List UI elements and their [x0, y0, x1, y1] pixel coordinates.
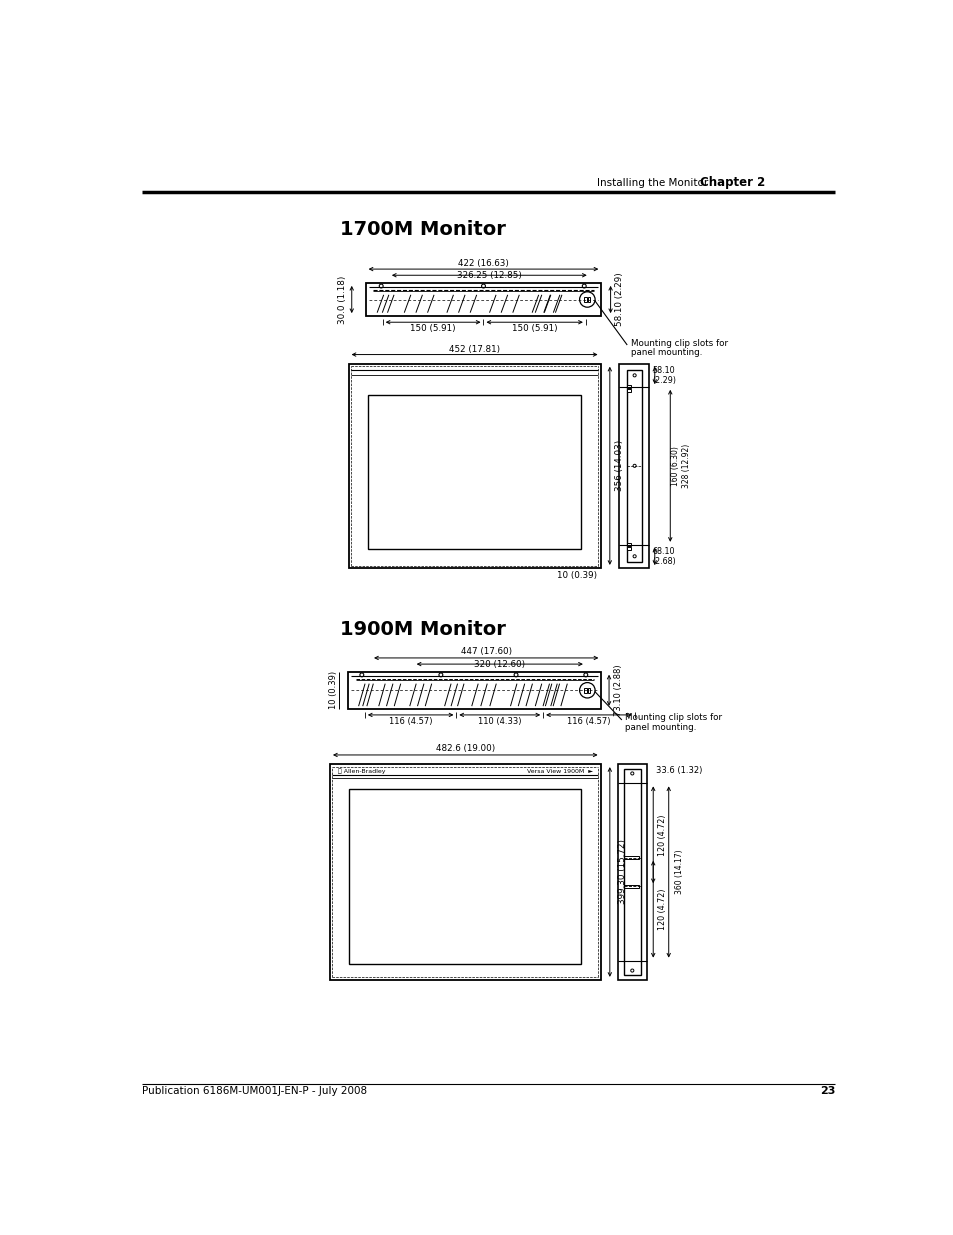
Text: 58.10
(2.29): 58.10 (2.29) — [652, 366, 676, 385]
Text: 116 (4.57): 116 (4.57) — [389, 718, 432, 726]
Text: 360 (14.17): 360 (14.17) — [675, 850, 683, 894]
Text: 447 (17.60): 447 (17.60) — [460, 647, 511, 656]
Bar — [626, 389, 630, 393]
Text: Mounting clip slots for: Mounting clip slots for — [630, 338, 727, 347]
Text: 1900M Monitor: 1900M Monitor — [340, 620, 505, 638]
Text: Versa View 1900M  ►: Versa View 1900M ► — [526, 768, 592, 773]
Bar — [626, 547, 630, 550]
Text: 160 (6.30)
328 (12.92): 160 (6.30) 328 (12.92) — [671, 443, 690, 488]
Bar — [626, 370, 641, 562]
Text: Ⓜ Allen-Bradley: Ⓜ Allen-Bradley — [337, 768, 385, 774]
Text: 73.10 (2.88): 73.10 (2.88) — [613, 664, 622, 716]
Text: 320 (12.60): 320 (12.60) — [474, 659, 525, 668]
Text: 58.10 (2.29): 58.10 (2.29) — [615, 273, 624, 326]
Text: 68.10
(2.68): 68.10 (2.68) — [652, 547, 676, 566]
Bar — [583, 298, 586, 301]
Bar — [618, 364, 648, 568]
Text: 356 (14.03): 356 (14.03) — [615, 440, 624, 492]
Bar — [348, 364, 599, 568]
Text: 452 (17.81): 452 (17.81) — [449, 345, 499, 353]
Text: Installing the Monitor: Installing the Monitor — [597, 178, 708, 188]
Bar — [623, 856, 639, 860]
Text: panel mounting.: panel mounting. — [624, 722, 696, 732]
Text: 422 (16.63): 422 (16.63) — [457, 259, 508, 268]
Text: 10 (0.39): 10 (0.39) — [329, 671, 338, 709]
Text: 110 (4.33): 110 (4.33) — [477, 718, 521, 726]
Text: 120 (4.72): 120 (4.72) — [658, 888, 666, 930]
Bar — [623, 769, 640, 976]
Bar — [626, 543, 630, 546]
Text: 116 (4.57): 116 (4.57) — [566, 718, 610, 726]
Bar — [330, 764, 599, 979]
Bar — [626, 385, 630, 389]
Text: 399.30 (15.72): 399.30 (15.72) — [618, 840, 626, 904]
Bar — [583, 688, 586, 693]
Bar — [587, 298, 590, 301]
Text: 150 (5.91): 150 (5.91) — [410, 324, 456, 333]
Bar — [365, 283, 600, 316]
Text: 150 (5.91): 150 (5.91) — [512, 324, 557, 333]
Bar — [348, 672, 600, 709]
Text: Publication 6186M-UM001J-EN-P - July 2008: Publication 6186M-UM001J-EN-P - July 200… — [142, 1086, 367, 1095]
Text: 482.6 (19.00): 482.6 (19.00) — [436, 745, 495, 753]
Bar — [349, 789, 580, 965]
Text: 1700M Monitor: 1700M Monitor — [340, 220, 505, 238]
Text: 23: 23 — [820, 1086, 835, 1095]
Bar — [617, 764, 646, 979]
Text: Chapter 2: Chapter 2 — [700, 177, 765, 189]
Text: 120 (4.72): 120 (4.72) — [658, 814, 666, 856]
Text: 10 (0.39): 10 (0.39) — [557, 571, 597, 580]
Bar — [623, 884, 639, 888]
Bar — [587, 688, 590, 693]
Text: 33.6 (1.32): 33.6 (1.32) — [656, 766, 702, 774]
Text: 30.0 (1.18): 30.0 (1.18) — [337, 275, 347, 324]
Text: 326.25 (12.85): 326.25 (12.85) — [456, 270, 521, 280]
Text: panel mounting.: panel mounting. — [630, 348, 701, 357]
Bar — [368, 395, 580, 548]
Text: Mounting clip slots for: Mounting clip slots for — [624, 714, 721, 722]
